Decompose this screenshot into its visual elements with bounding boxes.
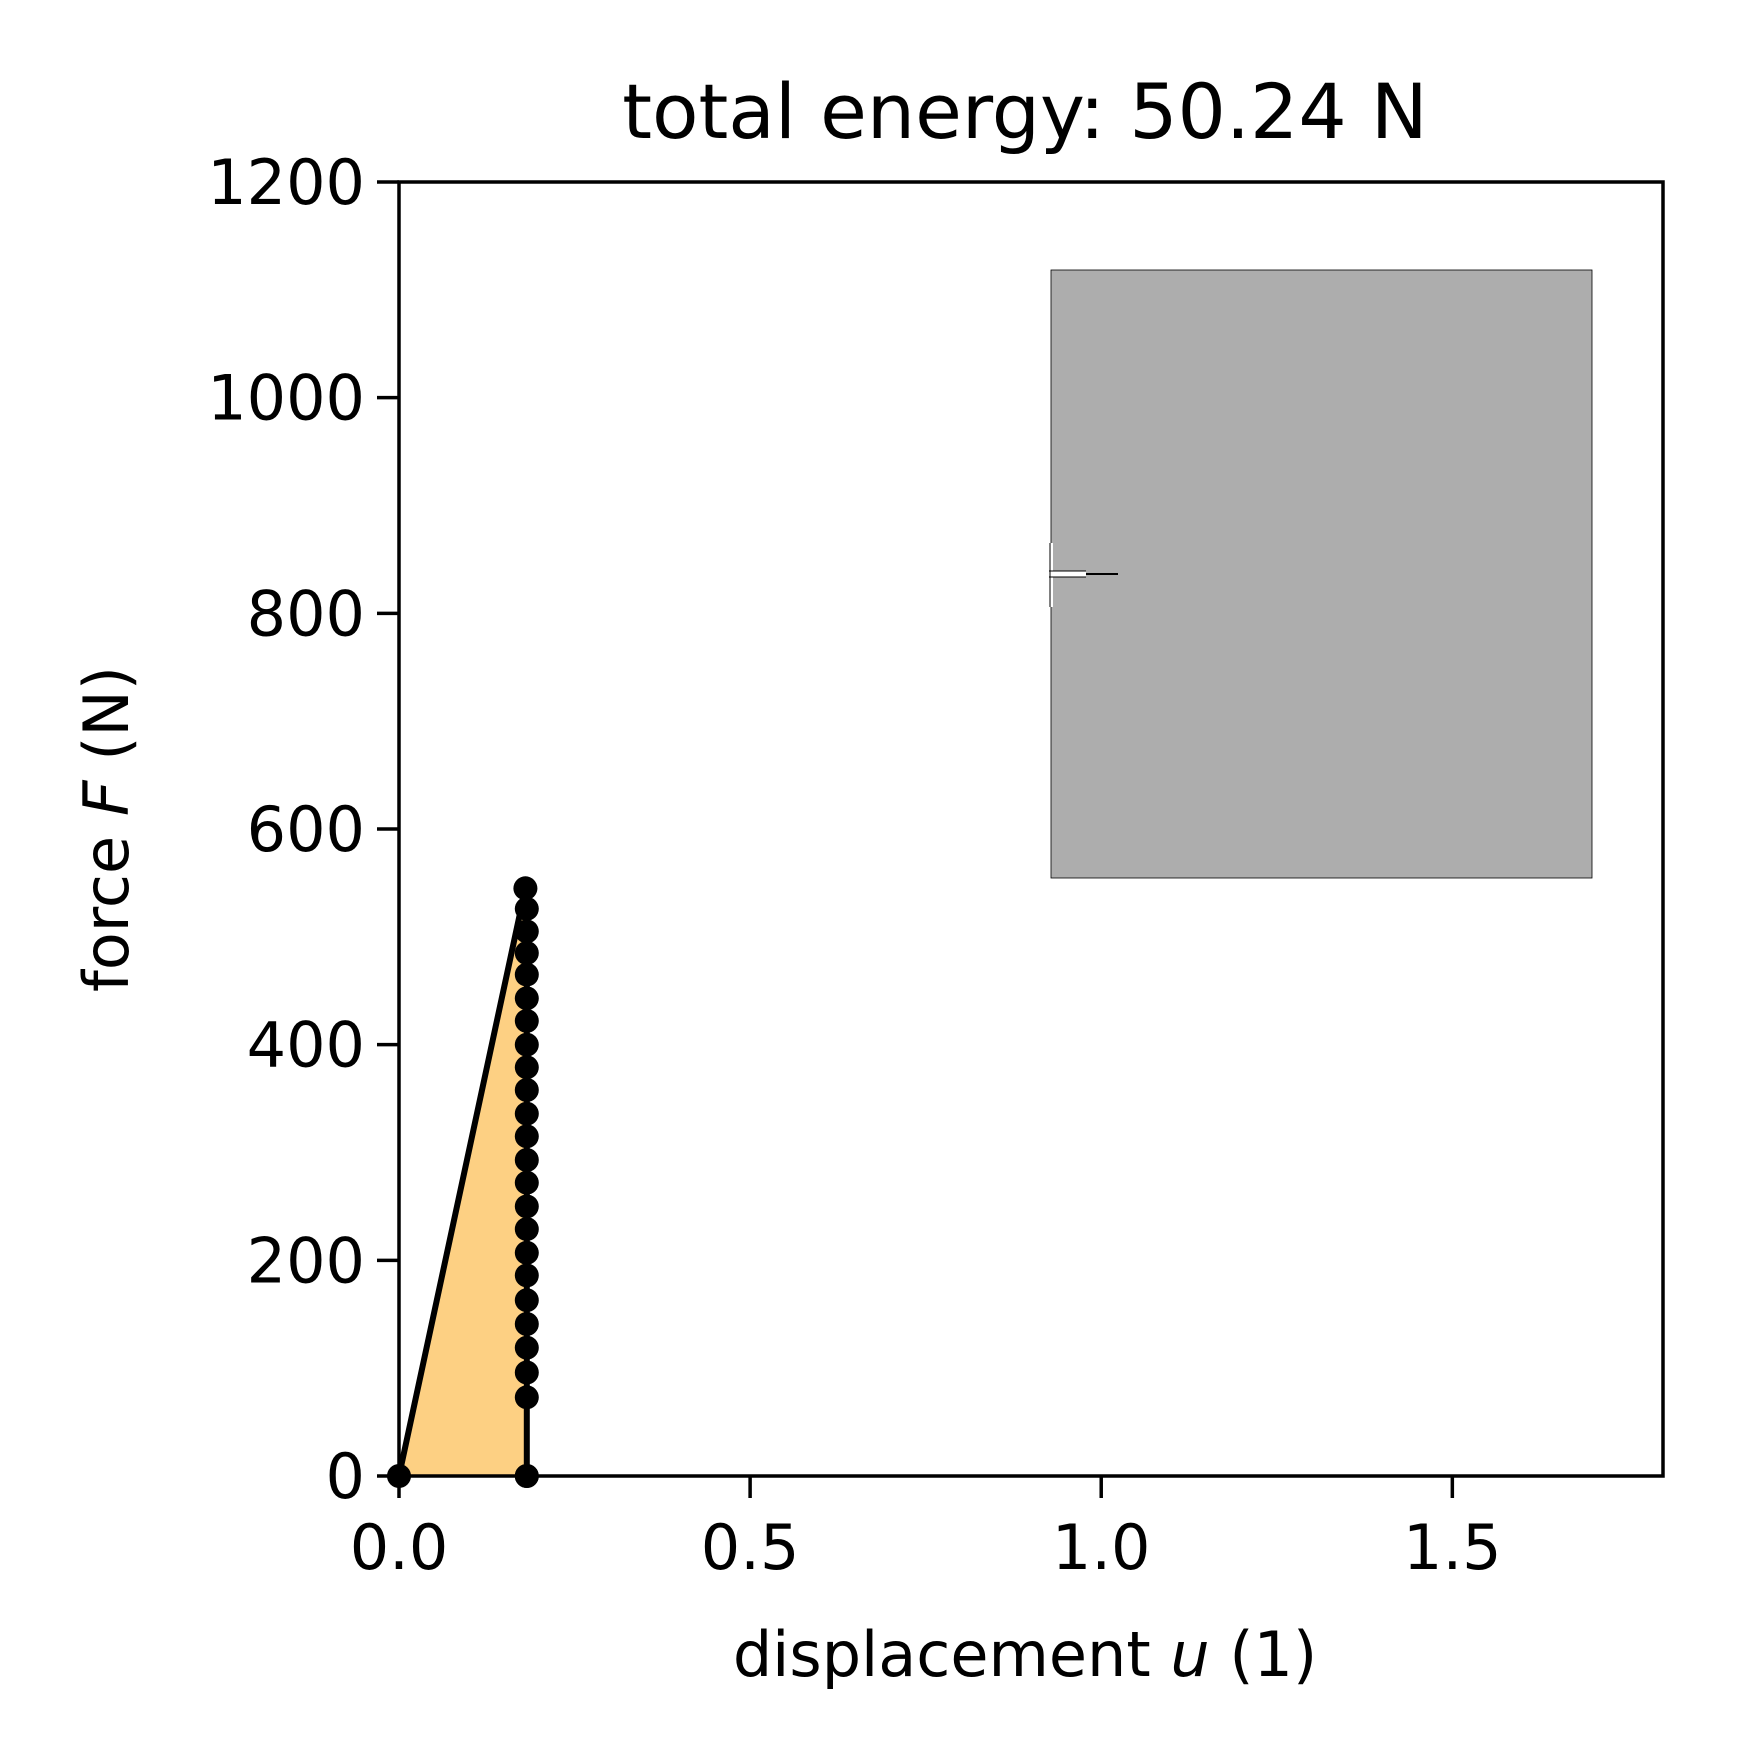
data-point	[514, 1148, 539, 1172]
y-tick-label: 800	[247, 577, 365, 650]
data-point	[514, 986, 539, 1011]
x-tick-label: 0.0	[350, 1511, 449, 1584]
data-point	[514, 1360, 539, 1385]
series-markers	[387, 876, 539, 1488]
data-point	[514, 962, 539, 987]
x-tick-label: 0.5	[701, 1511, 800, 1584]
y-tick-label: 200	[247, 1224, 365, 1297]
x-axis-ticks: 0.0 0.5 1.0 1.5	[350, 1476, 1502, 1584]
chart-title: total energy: 50.24 N	[622, 67, 1428, 156]
data-point	[514, 1240, 539, 1265]
y-tick-label: 400	[247, 1009, 365, 1082]
specimen-inset	[1049, 269, 1593, 879]
data-point	[514, 1335, 539, 1360]
data-point	[514, 1055, 539, 1080]
x-tick-label: 1.5	[1403, 1511, 1502, 1584]
specimen-notch	[1049, 571, 1086, 577]
data-point	[514, 1194, 539, 1219]
data-point	[514, 896, 539, 921]
data-point	[513, 876, 538, 901]
data-point	[514, 1124, 539, 1149]
data-point	[514, 1170, 539, 1195]
data-point	[514, 1217, 539, 1242]
y-tick-label: 0	[326, 1440, 365, 1513]
y-axis-ticks: 0 200 400 600 800 1000 1200	[207, 146, 399, 1513]
data-point	[514, 1312, 539, 1336]
specimen-body	[1050, 269, 1593, 879]
y-tick-label: 1200	[207, 146, 365, 219]
y-tick-label: 600	[247, 793, 365, 866]
data-point	[514, 919, 539, 944]
data-point	[514, 1385, 539, 1410]
data-point	[514, 1288, 539, 1313]
x-tick-label: 1.0	[1052, 1511, 1151, 1584]
y-tick-label: 1000	[207, 362, 365, 435]
data-point	[514, 1032, 539, 1057]
data-point	[514, 1008, 539, 1033]
data-point	[514, 1101, 539, 1126]
y-axis-label: force F (N)	[70, 666, 143, 992]
data-point	[514, 1078, 539, 1102]
data-point	[514, 941, 539, 965]
x-axis-label: displacement u (1)	[733, 1618, 1317, 1691]
data-point	[514, 1263, 539, 1288]
